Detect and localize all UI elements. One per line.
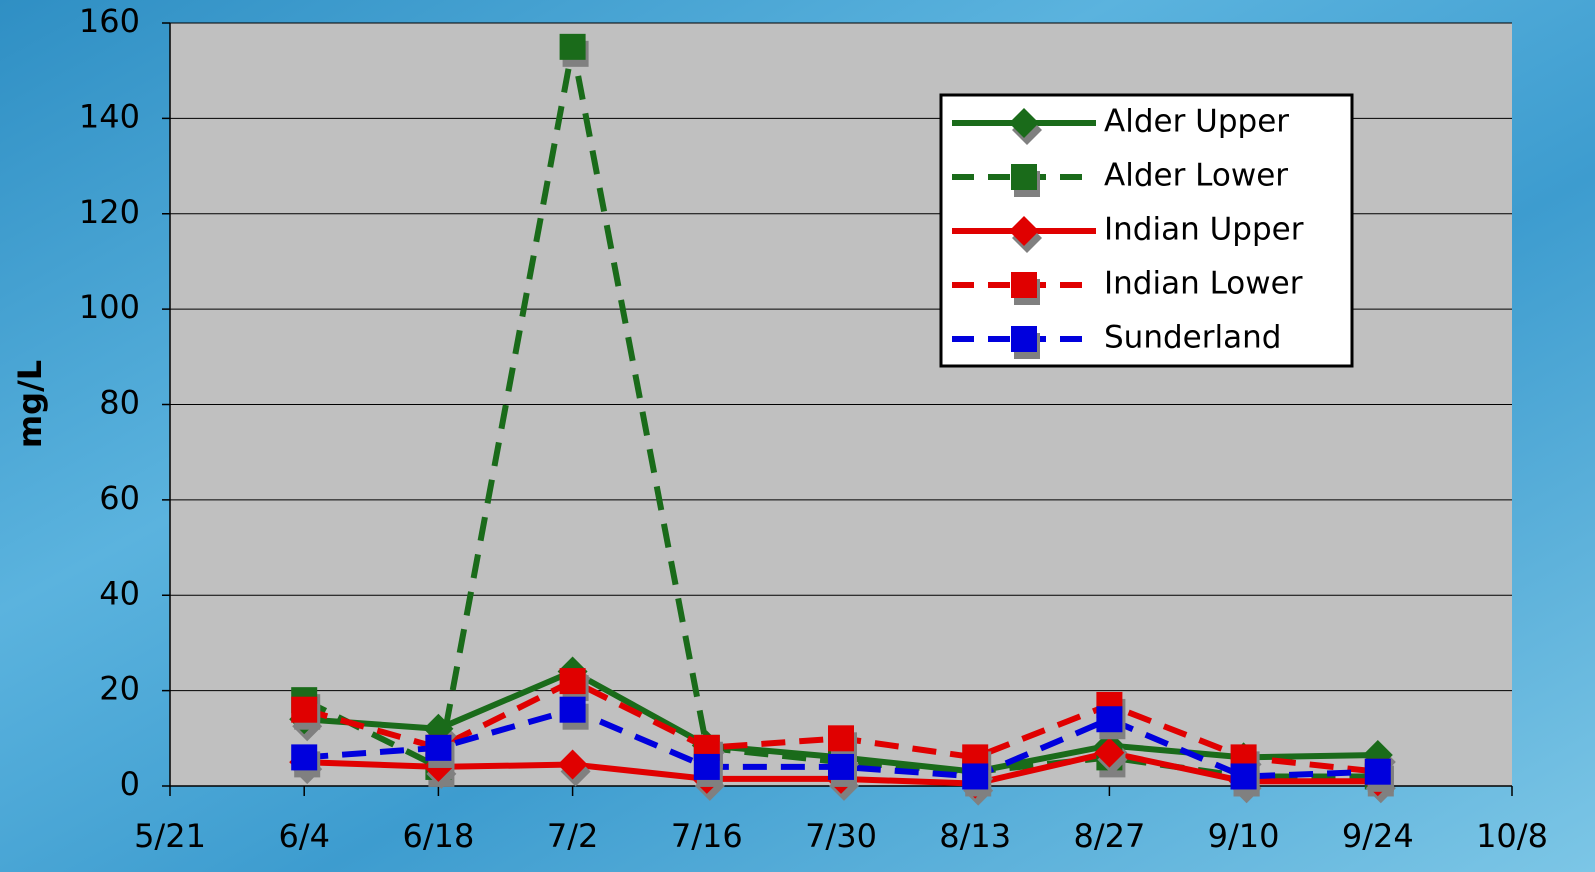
legend-label: Indian Lower — [1104, 266, 1303, 302]
y-tick-label: 120 — [79, 193, 140, 231]
data-point — [1230, 763, 1257, 790]
legend-marker — [1011, 272, 1037, 298]
y-axis-label: mg/L — [11, 360, 49, 448]
data-point — [291, 744, 318, 771]
y-tick-label: 100 — [79, 288, 140, 326]
data-point — [962, 763, 989, 790]
data-point — [828, 753, 854, 780]
data-point — [557, 749, 588, 780]
x-tick-label: 8/13 — [939, 817, 1011, 855]
data-point — [291, 696, 318, 723]
y-tick-label: 160 — [79, 2, 140, 40]
legend-label: Indian Upper — [1104, 212, 1304, 248]
legend-marker — [1011, 326, 1037, 352]
x-tick-label: 9/10 — [1208, 817, 1280, 855]
y-tick-label: 20 — [99, 670, 140, 708]
data-point — [559, 33, 586, 60]
data-point — [1364, 758, 1391, 785]
legend-label: Alder Upper — [1104, 104, 1289, 140]
y-tick-label: 80 — [99, 384, 140, 422]
x-tick-label: 8/27 — [1073, 817, 1145, 855]
legend-marker — [1011, 164, 1037, 190]
y-tick-label: 40 — [99, 574, 140, 612]
data-point — [559, 668, 586, 695]
data-point — [693, 753, 720, 780]
x-tick-label: 6/18 — [402, 817, 474, 855]
x-tick-label: 7/30 — [805, 817, 877, 855]
data-point — [828, 725, 854, 752]
legend-label: Alder Lower — [1104, 158, 1288, 194]
x-tick-label: 9/24 — [1342, 817, 1414, 855]
legend-marker — [1009, 108, 1039, 138]
data-point — [425, 734, 452, 761]
y-tick-label: 60 — [99, 479, 140, 517]
data-point — [1096, 706, 1123, 733]
legend-label: Sunderland — [1104, 320, 1281, 356]
data-point — [559, 696, 586, 723]
x-tick-label: 7/16 — [671, 817, 743, 855]
x-tick-label: 6/4 — [278, 817, 330, 855]
y-tick-label: 140 — [79, 97, 140, 135]
x-tick-label: 10/8 — [1476, 817, 1548, 855]
data-point — [1094, 737, 1125, 768]
y-tick-label: 0 — [120, 765, 140, 803]
legend-marker — [1009, 216, 1039, 246]
x-tick-label: 5/21 — [134, 817, 206, 855]
x-tick-label: 7/2 — [547, 817, 599, 855]
